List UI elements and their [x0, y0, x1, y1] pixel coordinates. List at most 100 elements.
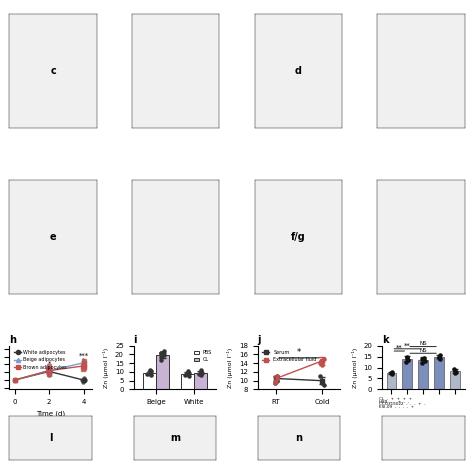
White adipocytes: [81, 377, 86, 383]
Bar: [450, 371, 460, 390]
Point: [403, 353, 410, 360]
Point: [318, 357, 325, 365]
Point: [144, 370, 151, 377]
Point: [46, 365, 53, 373]
Point: [196, 370, 203, 377]
Point: [271, 379, 278, 387]
Point: [81, 364, 88, 371]
Text: NS: NS: [419, 341, 427, 346]
Text: c: c: [50, 66, 56, 76]
Point: [46, 365, 54, 373]
Point: [421, 357, 428, 365]
Point: [44, 368, 52, 376]
Point: [46, 368, 53, 376]
Legend: White adipocytes, Beige adipocytes, Brown adipocytes: White adipocytes, Beige adipocytes, Brow…: [12, 348, 68, 372]
Point: [147, 372, 155, 379]
Line: Serum: Serum: [274, 376, 324, 383]
Text: CL  -  +  +  +  +: CL - + + + +: [379, 397, 412, 401]
Text: i: i: [134, 335, 137, 345]
Point: [45, 367, 52, 374]
Point: [80, 356, 87, 364]
Point: [273, 373, 281, 380]
Point: [79, 378, 86, 385]
Point: [272, 375, 280, 383]
Y-axis label: Zn (μmol l⁻¹): Zn (μmol l⁻¹): [103, 347, 109, 388]
Text: *: *: [47, 361, 51, 367]
Brown adipocytes: [46, 368, 52, 374]
Serum: [273, 376, 279, 382]
Point: [318, 377, 326, 384]
Bar: [402, 359, 412, 390]
Point: [198, 372, 205, 379]
Text: d: d: [295, 66, 302, 76]
Point: [160, 351, 168, 359]
Extracellular fluid: [273, 376, 279, 382]
Point: [79, 362, 87, 370]
Point: [80, 365, 87, 373]
Point: [80, 357, 88, 365]
Point: [198, 368, 205, 376]
Point: [451, 369, 458, 377]
Point: [317, 373, 324, 380]
Point: [418, 359, 426, 367]
Text: CCO315022  -  -  -  +  -: CCO315022 - - - + -: [379, 402, 425, 406]
Point: [435, 353, 443, 360]
Text: ***: ***: [79, 353, 89, 359]
Point: [79, 376, 86, 384]
Point: [81, 376, 88, 384]
Beige adipocytes: [12, 377, 18, 383]
White adipocytes: [12, 377, 18, 383]
Point: [389, 368, 396, 376]
Point: [157, 350, 165, 357]
Point: [404, 354, 411, 361]
Text: l: l: [49, 433, 53, 443]
Point: [80, 359, 87, 366]
Brown adipocytes: [12, 377, 18, 383]
Bar: [181, 374, 194, 390]
Point: [197, 366, 204, 374]
Point: [319, 379, 326, 387]
Text: NS: NS: [419, 348, 427, 353]
Legend: PBS, CL: PBS, CL: [192, 348, 214, 365]
Point: [46, 368, 54, 376]
Serum: [319, 378, 325, 383]
Point: [181, 371, 189, 378]
Text: **: **: [396, 345, 402, 351]
Point: [318, 362, 325, 369]
Point: [46, 370, 54, 378]
Text: ESI-09  -  -  -  -  +: ESI-09 - - - - +: [379, 405, 414, 409]
Point: [157, 349, 164, 356]
Text: *: *: [82, 357, 85, 364]
Point: [437, 352, 444, 359]
Bar: [156, 355, 169, 390]
Line: White adipocytes: White adipocytes: [13, 369, 86, 382]
Point: [45, 364, 52, 371]
Text: e: e: [50, 232, 56, 242]
Point: [453, 368, 460, 376]
Bar: [143, 373, 156, 390]
Point: [184, 367, 191, 375]
White adipocytes: [46, 369, 52, 374]
Y-axis label: Zn (μmol l⁻¹): Zn (μmol l⁻¹): [228, 347, 233, 388]
Text: n: n: [296, 433, 302, 443]
Point: [146, 366, 154, 374]
Point: [183, 370, 191, 377]
Point: [317, 359, 324, 367]
Line: Extracellular fluid: Extracellular fluid: [274, 359, 324, 381]
Point: [46, 367, 54, 374]
Point: [450, 365, 457, 373]
Point: [320, 355, 328, 363]
Beige adipocytes: [81, 360, 86, 365]
Point: [160, 347, 167, 355]
Text: *: *: [297, 348, 301, 357]
Point: [435, 354, 442, 361]
Text: j: j: [258, 335, 261, 345]
Point: [79, 359, 87, 366]
Point: [418, 355, 425, 363]
Bar: [434, 356, 444, 390]
Point: [146, 368, 154, 376]
Text: m: m: [170, 433, 180, 443]
Bar: [194, 373, 207, 390]
Bar: [387, 373, 396, 390]
Point: [185, 373, 193, 380]
